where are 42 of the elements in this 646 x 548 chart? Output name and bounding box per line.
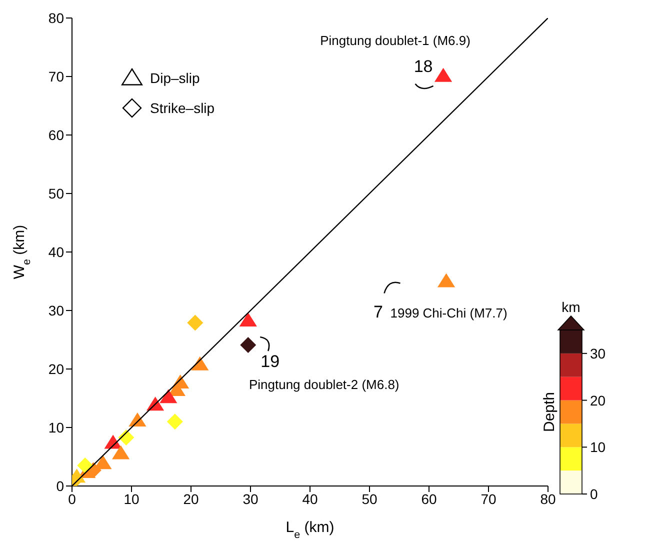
point (239, 312, 257, 326)
point (160, 389, 178, 404)
point (112, 445, 130, 460)
color-bar-label: 20 (590, 392, 606, 408)
annotation: Pingtung doublet-1 (M6.9) (320, 32, 470, 48)
x-axis-title: L$_{e}$ (km) (286, 519, 334, 541)
x-tick-label: 0 (68, 490, 76, 507)
point (191, 356, 209, 370)
annotation: 1999 Chi-Chi (M7.7) (390, 305, 508, 320)
x-tick-label: 80 (540, 490, 556, 507)
annotation: 7 (374, 302, 383, 322)
x-tick-label: 10 (124, 490, 140, 507)
color-bar-title: Depth (541, 392, 558, 432)
point (166, 414, 183, 430)
y-tick-label: 50 (48, 185, 64, 202)
x-tick-label: 40 (302, 490, 318, 507)
y-tick-label: 60 (48, 126, 64, 143)
annotation: Pingtung doublet-2 (M6.8) (248, 377, 400, 392)
point (240, 337, 256, 354)
x-tick-label: 60 (421, 490, 437, 507)
point (187, 314, 204, 331)
x-tick-label: 70 (480, 490, 496, 507)
x-tick-label: 30 (242, 490, 258, 507)
text: Strike–slip (150, 100, 215, 116)
y-tick-label: 80 (48, 10, 64, 26)
color-bar-label: 10 (590, 439, 606, 456)
x-tick-label: 50 (362, 490, 378, 507)
annotation: 19 (260, 352, 280, 372)
y-tick-label: 0 (56, 478, 64, 494)
point (434, 68, 452, 82)
color-bar-label: 30 (590, 345, 606, 362)
y-tick-label: 20 (48, 360, 64, 377)
text: Dip–slip (150, 70, 200, 86)
point (437, 273, 456, 288)
y-tick-label: 70 (48, 68, 64, 84)
annotation: 18 (414, 56, 433, 76)
y-tick-label: 30 (48, 302, 64, 318)
text: km (562, 299, 580, 315)
x-tick-label: 20 (183, 490, 199, 507)
point (77, 458, 94, 474)
y-tick-label: 10 (48, 419, 64, 436)
y-tick-label: 40 (48, 244, 64, 260)
